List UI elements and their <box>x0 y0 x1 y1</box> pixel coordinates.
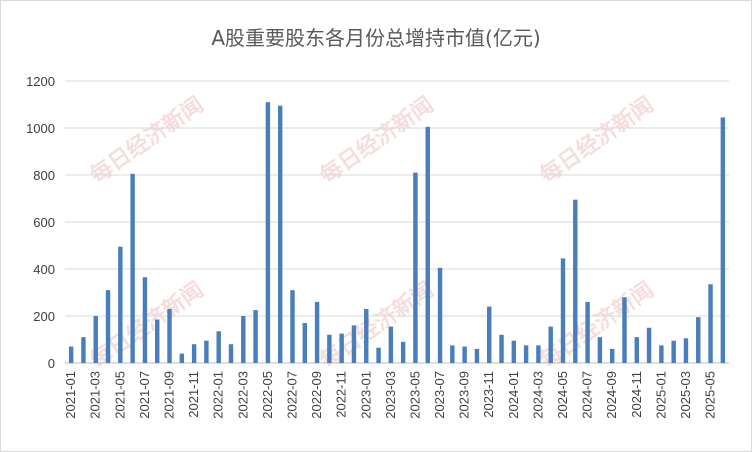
y-tick-label-600: 600 <box>33 215 55 230</box>
bar-2022-01 <box>216 331 221 363</box>
x-axis: 2021-01 2021-03 2021-05 2021-07 2021-09 2021-… <box>63 371 717 419</box>
bar-2021-01 <box>68 346 74 363</box>
x-tick-label-2023-01: 2023-01 <box>358 371 373 419</box>
bar-2025-03 <box>683 338 689 363</box>
bar-2022-05 <box>265 102 271 364</box>
bar-2022-08 <box>302 323 307 363</box>
bar-2021-02 <box>81 337 86 363</box>
bar-2023-04 <box>400 341 406 363</box>
x-tick-label-2024-05: 2024-05 <box>555 371 570 419</box>
bar-2025-06 <box>720 117 726 363</box>
bar-2023-09 <box>462 346 467 363</box>
x-tick-label-2023-07: 2023-07 <box>432 371 447 419</box>
bar-2021-07 <box>142 277 148 363</box>
bar-2022-06 <box>277 105 283 364</box>
bar-2024-10 <box>622 297 627 363</box>
x-tick-label-2024-09: 2024-09 <box>604 371 619 419</box>
bar-2021-06 <box>130 173 135 363</box>
bar-2024-04 <box>548 326 553 363</box>
bar-2024-05 <box>560 258 566 363</box>
x-tick-label-2022-09: 2022-09 <box>309 371 324 419</box>
bar-2024-03 <box>536 345 541 363</box>
bar-2021-11 <box>191 344 197 363</box>
y-tick-label-400: 400 <box>33 262 55 277</box>
bar-2023-07 <box>437 267 443 363</box>
x-tick-label-2022-01: 2022-01 <box>211 371 226 419</box>
bar-2023-10 <box>474 348 480 363</box>
watermark-1: 每日经济新闻 <box>315 92 438 189</box>
x-tick-label-2024-01: 2024-01 <box>506 371 521 419</box>
bar-2022-04 <box>253 310 258 363</box>
x-tick-label-2022-03: 2022-03 <box>235 371 250 419</box>
x-tick-label-2021-07: 2021-07 <box>137 371 152 419</box>
x-tick-label-2021-03: 2021-03 <box>88 371 103 419</box>
bar-2023-08 <box>450 345 455 363</box>
bar-2023-05 <box>413 172 418 363</box>
bar-2022-10 <box>327 334 332 363</box>
bar-2025-01 <box>659 345 664 363</box>
y-tick-label-1000: 1000 <box>26 121 55 136</box>
x-tick-label-2023-03: 2023-03 <box>383 371 398 419</box>
bar-2025-02 <box>671 340 676 363</box>
x-tick-label-2023-11: 2023-11 <box>481 371 496 418</box>
bar-2023-03 <box>388 326 394 363</box>
bar-2022-03 <box>241 316 246 363</box>
x-tick-label-2021-09: 2021-09 <box>162 371 177 419</box>
bar-2022-11 <box>339 333 344 363</box>
bar-2024-07 <box>585 301 590 363</box>
y-tick-label-1200: 1200 <box>26 74 55 89</box>
bar-2021-08 <box>155 319 160 363</box>
x-tick-label-2021-05: 2021-05 <box>112 371 127 419</box>
bar-2024-09 <box>609 348 615 363</box>
bar-2021-04 <box>105 290 111 363</box>
bar-2023-01 <box>364 308 369 363</box>
x-tick-label-2024-11: 2024-11 <box>629 371 644 418</box>
x-tick-label-2025-03: 2025-03 <box>678 371 693 419</box>
x-tick-label-2024-03: 2024-03 <box>530 371 545 419</box>
bar-2021-12 <box>204 340 209 363</box>
x-tick-label-2023-09: 2023-09 <box>457 371 472 419</box>
x-tick-label-2025-05: 2025-05 <box>703 371 718 419</box>
bar-2023-06 <box>425 126 430 363</box>
bar-2024-08 <box>597 337 603 363</box>
bars <box>68 102 726 364</box>
chart-title: A股重要股东各月份总增持市值(亿元) <box>211 26 540 50</box>
x-tick-label-2021-11: 2021-11 <box>186 371 201 418</box>
x-tick-label-2022-11: 2022-11 <box>334 371 349 418</box>
bar-2025-04 <box>696 317 701 363</box>
bar-2022-07 <box>290 290 295 363</box>
bar-2024-01 <box>511 340 517 363</box>
bar-2022-12 <box>351 325 357 363</box>
bar-2023-11 <box>487 306 492 363</box>
x-tick-label-2023-05: 2023-05 <box>407 371 422 419</box>
bar-2021-10 <box>179 353 185 363</box>
x-tick-label-2024-07: 2024-07 <box>580 371 595 419</box>
bar-2023-12 <box>499 334 504 363</box>
x-tick-label-2022-05: 2022-05 <box>260 371 275 419</box>
watermark-2: 每日经济新闻 <box>535 92 658 189</box>
y-tick-label-200: 200 <box>33 309 55 324</box>
y-axis: 0 200 400 600 800 1000 1200 <box>26 74 55 371</box>
bar-2021-03 <box>93 316 98 363</box>
bar-2025-05 <box>708 284 713 363</box>
bar-2024-02 <box>523 345 529 363</box>
y-tick-label-800: 800 <box>33 168 55 183</box>
bar-2022-09 <box>314 301 320 363</box>
bar-2022-02 <box>228 344 234 363</box>
bar-2023-02 <box>376 347 381 363</box>
bar-2021-05 <box>118 246 123 363</box>
watermark-0: 每日经济新闻 <box>85 92 208 189</box>
gridlines <box>65 80 729 364</box>
bar-2024-06 <box>573 199 578 363</box>
x-tick-label-2025-01: 2025-01 <box>653 371 668 419</box>
bar-2024-11 <box>634 337 639 363</box>
bar-2021-09 <box>167 308 172 363</box>
watermark-5: 每日经济新闻 <box>535 277 658 374</box>
x-tick-label-2021-01: 2021-01 <box>63 371 78 419</box>
x-tick-label-2022-07: 2022-07 <box>284 371 299 419</box>
bar-2024-12 <box>646 327 652 363</box>
y-tick-label-0: 0 <box>48 356 55 371</box>
